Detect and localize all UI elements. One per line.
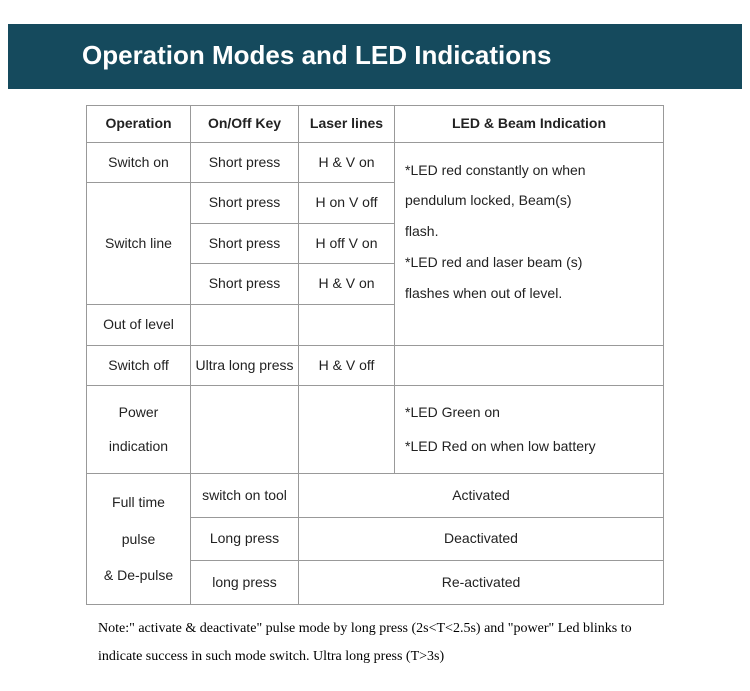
col-header-key: On/Off Key bbox=[191, 106, 299, 143]
led-text-line: flash. bbox=[405, 216, 659, 247]
led-text-line: *LED Green on bbox=[405, 396, 659, 430]
led-text-line: *LED red and laser beam (s) bbox=[405, 247, 659, 278]
led-text-line: flashes when out of level. bbox=[405, 278, 659, 309]
page-title: Operation Modes and LED Indications bbox=[82, 40, 552, 70]
cell-key: long press bbox=[191, 561, 299, 604]
cell-operation: Switch on bbox=[87, 142, 191, 183]
op-line: Full time bbox=[91, 484, 186, 520]
table-row: Switch on Short press H & V on *LED red … bbox=[87, 142, 664, 183]
cell-key: Long press bbox=[191, 517, 299, 560]
cell-lines: H on V off bbox=[299, 183, 395, 224]
cell-key: Ultra long press bbox=[191, 345, 299, 386]
cell-led-power: *LED Green on *LED Red on when low batte… bbox=[395, 386, 664, 474]
cell-lines: H & V off bbox=[299, 345, 395, 386]
table-row: Switch off Ultra long press H & V off bbox=[87, 345, 664, 386]
col-header-led: LED & Beam Indication bbox=[395, 106, 664, 143]
col-header-operation: Operation bbox=[87, 106, 191, 143]
op-line: & De-pulse bbox=[91, 557, 186, 593]
title-bar: Operation Modes and LED Indications bbox=[8, 24, 742, 89]
col-header-lines: Laser lines bbox=[299, 106, 395, 143]
cell-operation: Switch line bbox=[87, 183, 191, 305]
table-container: Operation On/Off Key Laser lines LED & B… bbox=[8, 105, 742, 605]
cell-lines: H & V on bbox=[299, 264, 395, 305]
cell-operation-pulse: Full time pulse & De-pulse bbox=[87, 474, 191, 604]
table-header-row: Operation On/Off Key Laser lines LED & B… bbox=[87, 106, 664, 143]
cell-key: Short press bbox=[191, 142, 299, 183]
cell-merged: Re-activated bbox=[299, 561, 664, 604]
table-row: Full time pulse & De-pulse switch on too… bbox=[87, 474, 664, 517]
cell-merged: Activated bbox=[299, 474, 664, 517]
cell-lines bbox=[299, 304, 395, 345]
cell-operation: Switch off bbox=[87, 345, 191, 386]
cell-led bbox=[395, 345, 664, 386]
cell-lines: H off V on bbox=[299, 223, 395, 264]
cell-lines: H & V on bbox=[299, 142, 395, 183]
footnote: Note:" activate & deactivate" pulse mode… bbox=[8, 605, 742, 671]
cell-operation: Out of level bbox=[87, 304, 191, 345]
led-text-line: pendulum locked, Beam(s) bbox=[405, 185, 659, 216]
cell-key bbox=[191, 304, 299, 345]
cell-key bbox=[191, 386, 299, 474]
cell-key: Short press bbox=[191, 183, 299, 224]
table-row: Power indication *LED Green on *LED Red … bbox=[87, 386, 664, 474]
modes-table: Operation On/Off Key Laser lines LED & B… bbox=[86, 105, 664, 605]
cell-key: Short press bbox=[191, 264, 299, 305]
cell-key: switch on tool bbox=[191, 474, 299, 517]
cell-key: Short press bbox=[191, 223, 299, 264]
op-line: pulse bbox=[91, 521, 186, 557]
cell-led-combined: *LED red constantly on when pendulum loc… bbox=[395, 142, 664, 345]
cell-operation: Power indication bbox=[87, 386, 191, 474]
led-text-line: *LED Red on when low battery bbox=[405, 430, 659, 464]
cell-merged: Deactivated bbox=[299, 517, 664, 560]
cell-lines bbox=[299, 386, 395, 474]
led-text-line: *LED red constantly on when bbox=[405, 155, 659, 186]
page: Operation Modes and LED Indications Oper… bbox=[0, 0, 750, 691]
